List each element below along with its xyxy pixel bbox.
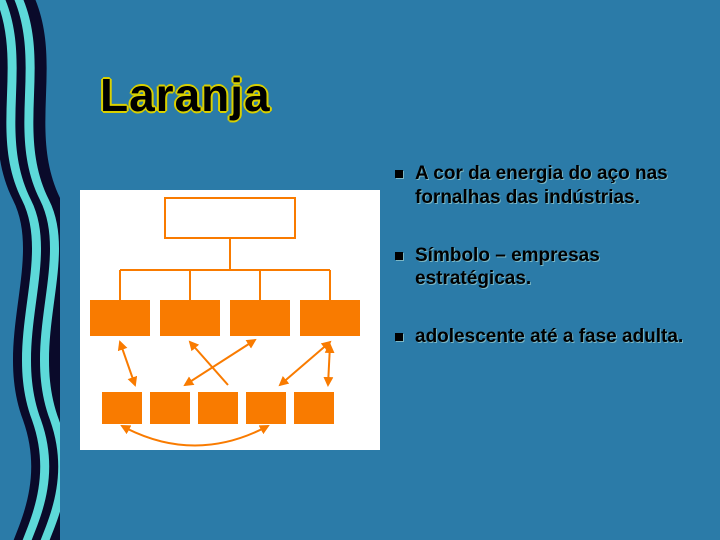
bullet-dot [395, 333, 403, 341]
bullet-text: adolescente até a fase adulta. [415, 325, 683, 349]
bullet-item: adolescente até a fase adulta. [395, 325, 695, 349]
slide-title: Laranja [100, 68, 271, 122]
bullet-item: A cor da energia do aço nas fornalhas da… [395, 162, 695, 210]
bullet-dot [395, 170, 403, 178]
bullet-text: Símbolo – empresas estratégicas. [415, 244, 695, 292]
bullet-list: A cor da energia do aço nas fornalhas da… [395, 162, 695, 383]
bullet-dot [395, 252, 403, 260]
bullet-item: Símbolo – empresas estratégicas. [395, 244, 695, 292]
bullet-text: A cor da energia do aço nas fornalhas da… [415, 162, 695, 210]
left-wave-deco [0, 0, 60, 540]
org-diagram [80, 190, 380, 450]
